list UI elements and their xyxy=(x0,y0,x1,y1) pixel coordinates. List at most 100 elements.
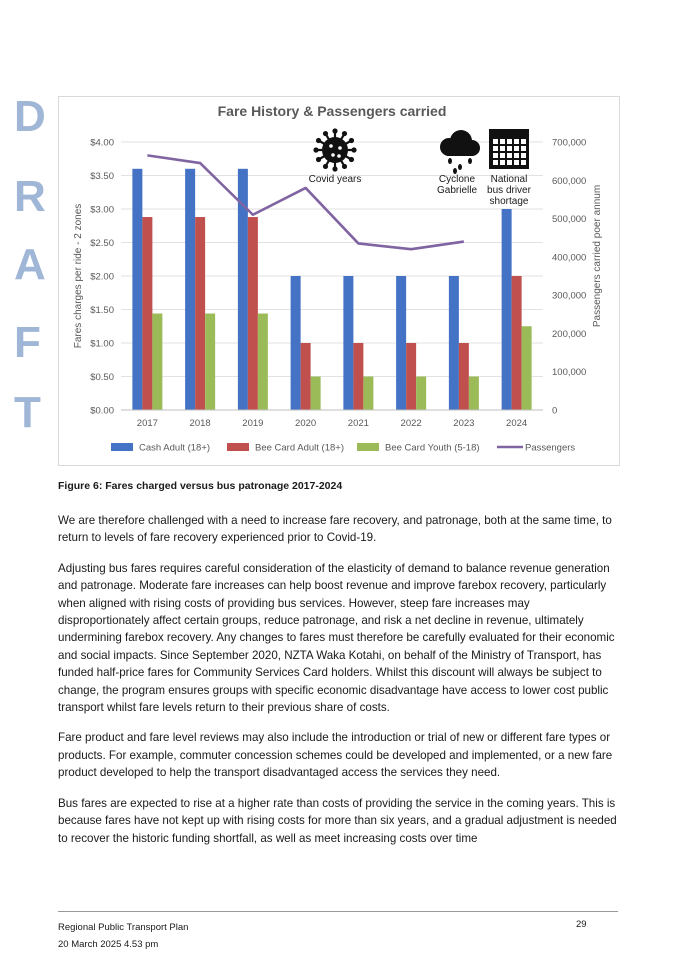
y-tick-label: $3.00 xyxy=(90,205,114,216)
rain-drop xyxy=(468,158,472,164)
x-tick-label: 2020 xyxy=(295,418,316,429)
paragraph: Fare product and fare level reviews may … xyxy=(58,731,613,780)
virus-icon xyxy=(322,137,348,163)
legend-swatch xyxy=(111,443,133,451)
virus-icon-dot xyxy=(337,154,341,158)
virus-icon-dot xyxy=(331,153,335,157)
bar-2 xyxy=(521,326,532,410)
annotation-label: Cyclone xyxy=(439,174,476,185)
bar-0 xyxy=(132,168,143,410)
y2-tick-label: 600,000 xyxy=(552,176,586,187)
watermark-letter: F xyxy=(14,318,41,367)
y2-axis-title: Passengers carried poer annum xyxy=(592,185,603,327)
calendar-icon-cell xyxy=(493,139,498,144)
y-tick-label: $0.50 xyxy=(90,372,114,383)
paragraph: We are therefore challenged with a need … xyxy=(58,514,612,545)
bar-1 xyxy=(353,343,364,410)
bar-0 xyxy=(396,276,407,410)
fare-chart: Fare History & Passengers carried $0.00 $0… xyxy=(58,96,620,466)
legend-swatch xyxy=(357,443,379,451)
annotation-label: Covid years xyxy=(309,174,362,185)
x-tick-label: 2018 xyxy=(190,418,211,429)
bar-1 xyxy=(300,343,311,410)
watermark-letter: A xyxy=(14,240,46,289)
footer-divider xyxy=(58,911,618,912)
calendar-icon-cell xyxy=(521,160,526,165)
bar-0 xyxy=(185,168,196,410)
annotation-label: shortage xyxy=(490,196,529,207)
calendar-icon-cell xyxy=(493,146,498,151)
footer-doc-title: Regional Public Transport Plan xyxy=(58,922,189,933)
virus-icon-tip xyxy=(332,128,338,134)
bar-2 xyxy=(205,313,216,410)
figure-caption: Figure 6: Fares charged versus bus patro… xyxy=(58,480,343,492)
calendar-icon-cell xyxy=(521,146,526,151)
bar-0 xyxy=(290,276,301,410)
calendar-icon-cell xyxy=(507,153,512,158)
y-tick-label: $1.00 xyxy=(90,339,114,350)
footer-left: Regional Public Transport Plan 20 March … xyxy=(58,919,188,953)
y-tick-label: $2.00 xyxy=(90,272,114,283)
bar-0 xyxy=(501,209,512,410)
virus-icon-tip xyxy=(313,147,319,153)
legend-swatch xyxy=(227,443,249,451)
bar-0 xyxy=(343,276,354,410)
calendar-icon-cell xyxy=(500,146,505,151)
bar-0 xyxy=(237,168,248,410)
bar-2 xyxy=(152,313,163,410)
virus-icon-tip xyxy=(322,130,329,137)
y-tick-label: $0.00 xyxy=(90,406,114,417)
bar-2 xyxy=(310,376,321,410)
annotation-label: National xyxy=(491,174,528,185)
bar-2 xyxy=(468,376,479,410)
legend-label: Bee Card Adult (18+) xyxy=(255,443,344,454)
x-tick-label: 2017 xyxy=(137,418,158,429)
x-tick-label: 2023 xyxy=(453,418,474,429)
y2-tick-label: 100,000 xyxy=(552,367,586,378)
virus-icon-tip xyxy=(315,156,322,163)
chart-title: Fare History & Passengers carried xyxy=(218,103,447,119)
bar-1 xyxy=(195,217,206,410)
watermark-letter: T xyxy=(14,388,41,437)
y2-tick-label: 400,000 xyxy=(552,252,586,263)
virus-icon-tip xyxy=(332,166,338,172)
storm-cloud-icon xyxy=(447,146,473,156)
bar-1 xyxy=(511,276,522,410)
bar-2 xyxy=(363,376,374,410)
virus-icon-dot xyxy=(338,146,342,150)
calendar-icon-cell xyxy=(493,153,498,158)
rain-drop xyxy=(453,168,457,174)
legend-label: Cash Adult (18+) xyxy=(139,443,210,454)
calendar-icon-cell xyxy=(514,153,519,158)
bar-1 xyxy=(406,343,417,410)
paragraph: Adjusting bus fares requires careful con… xyxy=(58,561,615,715)
y2-tick-label: 200,000 xyxy=(552,329,586,340)
virus-icon-tip xyxy=(322,163,329,170)
calendar-icon-cell xyxy=(500,139,505,144)
legend-label: Passengers xyxy=(525,443,575,454)
bar-1 xyxy=(142,217,153,410)
annotation-label: Gabrielle xyxy=(437,185,477,196)
y-tick-label: $3.50 xyxy=(90,171,114,182)
rain-drop xyxy=(458,164,462,170)
x-tick-label: 2024 xyxy=(506,418,527,429)
virus-icon-tip xyxy=(341,163,348,170)
calendar-icon-cell xyxy=(514,139,519,144)
virus-icon-tip xyxy=(341,130,348,137)
rain-drop xyxy=(448,158,452,164)
y2-tick-label: 300,000 xyxy=(552,291,586,302)
bar-2 xyxy=(416,376,427,410)
virus-icon-tip xyxy=(348,156,355,163)
paragraph: Bus fares are expected to rise at a high… xyxy=(58,796,617,845)
y-tick-label: $4.00 xyxy=(90,138,114,149)
y2-tick-label: 500,000 xyxy=(552,214,586,225)
x-tick-label: 2022 xyxy=(401,418,422,429)
bar-2 xyxy=(257,313,268,410)
virus-icon-tip xyxy=(348,137,355,144)
x-tick-label: 2021 xyxy=(348,418,369,429)
legend-label: Bee Card Youth (5-18) xyxy=(385,443,480,454)
virus-icon-tip xyxy=(315,137,322,144)
page-number: 29 xyxy=(576,919,587,930)
watermark-letter: R xyxy=(14,172,46,221)
virus-icon-tip xyxy=(351,147,357,153)
